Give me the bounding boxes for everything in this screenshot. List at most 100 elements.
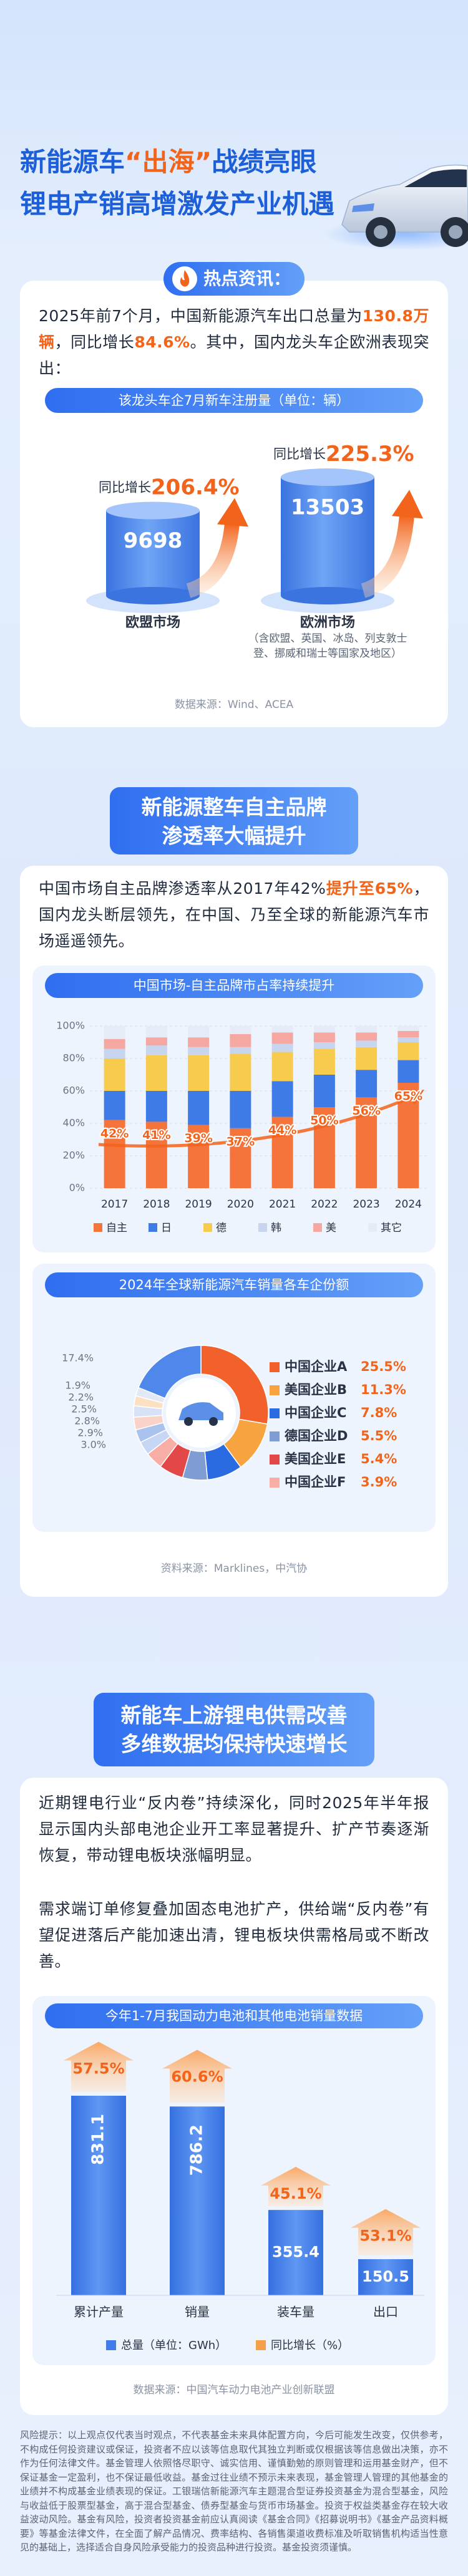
section-heading: 新能源整车自主品牌 (142, 795, 327, 820)
growth-label: 45.1% (270, 2185, 321, 2202)
car-illustration (341, 164, 468, 247)
growth-arrow (186, 498, 248, 598)
x-tick-label: 2023 (353, 1198, 379, 1211)
legend-swatch (270, 1431, 280, 1441)
trend-arrow-head (407, 1090, 424, 1105)
title-segment: 新能源车 (20, 147, 125, 177)
growth-label: 同比增长206.4% (99, 475, 240, 500)
bar-segment (145, 1026, 167, 1038)
bar-segment (313, 1026, 335, 1033)
title-line-2: 锂电产销高增激发产业机遇 (20, 189, 334, 220)
legend-label: 同比增长（%） (271, 2339, 349, 2352)
section-paragraph: 近期锂电行业“反内卷”持续深化，同时2025年半年报显示国内头部电池企业开工率显… (39, 1794, 429, 1864)
growth-label: 57.5% (72, 2060, 124, 2078)
value-label: 355.4 (272, 2244, 319, 2261)
bar-segment (356, 1070, 378, 1098)
section-heading: 多维数据均保持快速增长 (121, 1732, 348, 1756)
cylinder-top (106, 501, 200, 520)
value-label: 9698 (124, 528, 183, 553)
bar-segment (230, 1034, 251, 1047)
growth-caption: 同比增长 (99, 480, 151, 495)
chart-title: 今年1-7月我国动力电池和其他电池销量数据 (105, 2008, 363, 2023)
sub-card (32, 1996, 436, 2365)
growth-arrow (361, 490, 423, 598)
legend-label: 美 (326, 1222, 336, 1234)
highlight-text: 84.6% (134, 333, 190, 351)
text-run: 中国市场自主品牌渗透率从2017年42% (39, 879, 326, 898)
x-tick-label: 2018 (143, 1198, 170, 1211)
title-segment: “出海” (125, 147, 212, 177)
legend-swatch (203, 1223, 212, 1232)
bar-segment (145, 1121, 167, 1188)
legend-label: 其它 (381, 1222, 402, 1234)
text-run: ，国内龙头断层领先，在中国、乃至全球的新能源汽车市场遥遥领先。 (39, 879, 429, 950)
data-source: 数据来源：Wind、ACEA (175, 699, 294, 711)
chart-title: 中国市场-自主品牌市占率持续提升 (134, 978, 335, 993)
bar-segment (230, 1047, 251, 1054)
data-source: 资料来源：Marklines，中汽协 (161, 1562, 307, 1575)
slice-label: 2.2% (68, 1392, 94, 1403)
bar-segment (356, 1047, 378, 1070)
bar-segment (271, 1026, 293, 1033)
category-label: 欧盟市场 (125, 614, 180, 631)
y-tick-label: 20% (62, 1150, 85, 1161)
x-tick-label: 2017 (101, 1198, 128, 1211)
category-label: 欧洲市场 (300, 614, 355, 631)
growth-arrow (351, 2209, 421, 2256)
slice-label: 2.8% (74, 1415, 100, 1427)
text-run: ，同比增长 (54, 333, 135, 351)
growth-caption: 同比增长 (273, 447, 326, 462)
x-tick-label: 2020 (227, 1198, 254, 1211)
legend-value: 7.8% (361, 1405, 397, 1420)
data-source: 数据来源：中国汽车动力电池产业创新联盟 (134, 2384, 335, 2396)
bar-segment (104, 1048, 125, 1058)
legend-value: 5.4% (361, 1451, 397, 1466)
sub-card (32, 1264, 436, 1532)
bar-segment (271, 1116, 293, 1188)
bar (268, 2210, 323, 2295)
legend-label: 美国企业B (285, 1382, 347, 1397)
legend-label: 中国企业F (285, 1474, 346, 1489)
arrow-head (392, 490, 423, 519)
highlight-text: 提升至65% (326, 879, 414, 898)
bar-segment (188, 1125, 210, 1188)
legend-label: 自主 (106, 1222, 127, 1234)
bar-segment (397, 1037, 419, 1042)
arrow-head (217, 498, 248, 527)
legend-label: 德国企业D (285, 1428, 348, 1443)
x-tick-label: 装车量 (277, 2305, 314, 2320)
chart-title-bar (45, 973, 423, 998)
growth-label: 60.6% (171, 2068, 223, 2085)
legend-swatch (368, 1223, 377, 1232)
legend-swatch (258, 1223, 267, 1232)
data-label: 44% (268, 1123, 296, 1137)
legend-swatch (270, 1362, 280, 1372)
growth-arrow (162, 2050, 232, 2103)
data-label: 42% (100, 1126, 129, 1140)
section-heading-box (94, 1693, 374, 1766)
donut-segment (137, 1345, 202, 1399)
bar-segment (188, 1091, 210, 1125)
bar-segment (188, 1026, 210, 1038)
bar-segment (271, 1081, 293, 1117)
legend-label: 德 (216, 1222, 227, 1234)
data-label: 37% (227, 1135, 255, 1148)
chart-title-bar (45, 2003, 423, 2028)
slice-label: 2.5% (71, 1403, 97, 1415)
legend-label: 中国企业A (285, 1359, 348, 1374)
legend-swatch (270, 1385, 280, 1395)
growth-value: 206.4% (151, 475, 240, 500)
bar-segment (188, 1055, 210, 1091)
value-label: 150.5 (362, 2268, 409, 2285)
legend-label: 日 (161, 1222, 172, 1234)
bar-segment (188, 1047, 210, 1055)
text-run: 2025年前7个月，中国新能源汽车出口总量为 (39, 307, 363, 325)
chart-title: 2024年全球新能源汽车销量各车企份额 (119, 1277, 349, 1292)
bar-segment (271, 1043, 293, 1052)
data-label: 50% (310, 1114, 338, 1128)
arrow-shaft (361, 514, 414, 598)
legend-swatch (256, 2340, 266, 2350)
chart-title: 该龙头车企7月新车注册量（单位：辆） (119, 393, 349, 408)
slice-label: 1.9% (65, 1380, 90, 1392)
